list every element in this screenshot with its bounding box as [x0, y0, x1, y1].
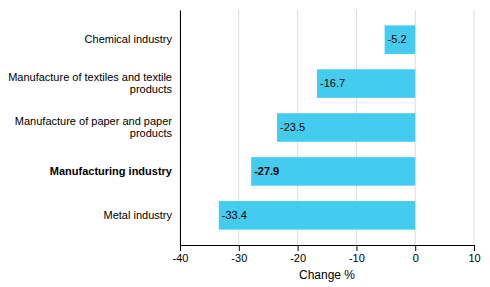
bar: [317, 69, 415, 98]
x-tick-label: 10: [468, 252, 480, 264]
y-tick-label-line: Chemical industry: [85, 33, 173, 45]
grid-line: [180, 10, 181, 245]
x-tick: -10: [349, 245, 365, 264]
data-label: -5.2: [388, 33, 407, 45]
bar: [385, 25, 416, 54]
y-axis-line: [180, 11, 181, 246]
y-tick: Manufacture of paper and paperproducts: [15, 115, 173, 139]
x-axis: -40 -30 -20 -10 0 10: [173, 245, 481, 264]
data-label: -27.9: [254, 165, 279, 177]
plot: -40 -30 -20 -10 0 10 Metal industry Manufacturi…: [8, 10, 481, 282]
data-label: -16.7: [320, 77, 345, 89]
y-tick-label-line: products: [130, 83, 173, 95]
y-tick: Metal industry: [104, 209, 173, 221]
bar: [219, 201, 415, 230]
x-tick-label: 0: [413, 252, 419, 264]
x-tick-mark: [356, 245, 357, 251]
y-tick: Manufacture of textiles and textileprodu…: [8, 71, 172, 95]
y-tick-label: Manufacture of paper and paperproducts: [15, 115, 173, 139]
bar: [251, 157, 415, 186]
x-tick: -20: [290, 245, 306, 264]
y-tick: Manufacturing industry: [50, 165, 173, 177]
y-tick-label: Manufacturing industry: [50, 165, 173, 177]
x-tick-label: -40: [173, 252, 189, 264]
chart: -40 -30 -20 -10 0 10 Metal industry Manufacturi…: [0, 0, 490, 287]
bars: [219, 25, 415, 229]
y-tick-label: Metal industry: [104, 209, 173, 221]
x-axis-title: Change %: [299, 268, 355, 282]
x-tick-mark: [298, 245, 299, 251]
x-tick-mark: [180, 245, 181, 251]
x-tick: 10: [468, 245, 480, 264]
x-tick-mark: [239, 245, 240, 251]
y-tick-label: Manufacture of textiles and textileprodu…: [8, 71, 172, 95]
y-tick-label: Chemical industry: [85, 33, 173, 45]
y-tick-label-line: Manufacturing industry: [50, 165, 173, 177]
grid: [180, 10, 474, 245]
x-axis-line: [181, 246, 475, 252]
grid-line: [474, 10, 475, 245]
x-tick: -40: [173, 245, 189, 264]
data-label: -33.4: [222, 209, 247, 221]
data-labels: -33.4 -27.9 -23.5 -16.7 -5.2: [222, 33, 407, 221]
y-tick-label-line: products: [130, 127, 173, 139]
bar: [277, 113, 415, 142]
y-tick-label-line: Metal industry: [104, 209, 173, 221]
x-tick: -30: [231, 245, 247, 264]
x-tick-label: -20: [290, 252, 306, 264]
y-tick: Chemical industry: [85, 33, 173, 45]
x-tick: 0: [413, 245, 419, 264]
data-label: -23.5: [280, 121, 305, 133]
x-tick-mark: [415, 245, 416, 251]
x-tick-label: -10: [349, 252, 365, 264]
x-tick-label: -30: [231, 252, 247, 264]
x-tick-mark: [474, 245, 475, 251]
y-tick-label-line: Manufacture of textiles and textile: [8, 71, 172, 83]
y-axis: Metal industry Manufacturing industry Manu…: [8, 11, 180, 246]
y-tick-label-line: Manufacture of paper and paper: [15, 115, 173, 127]
